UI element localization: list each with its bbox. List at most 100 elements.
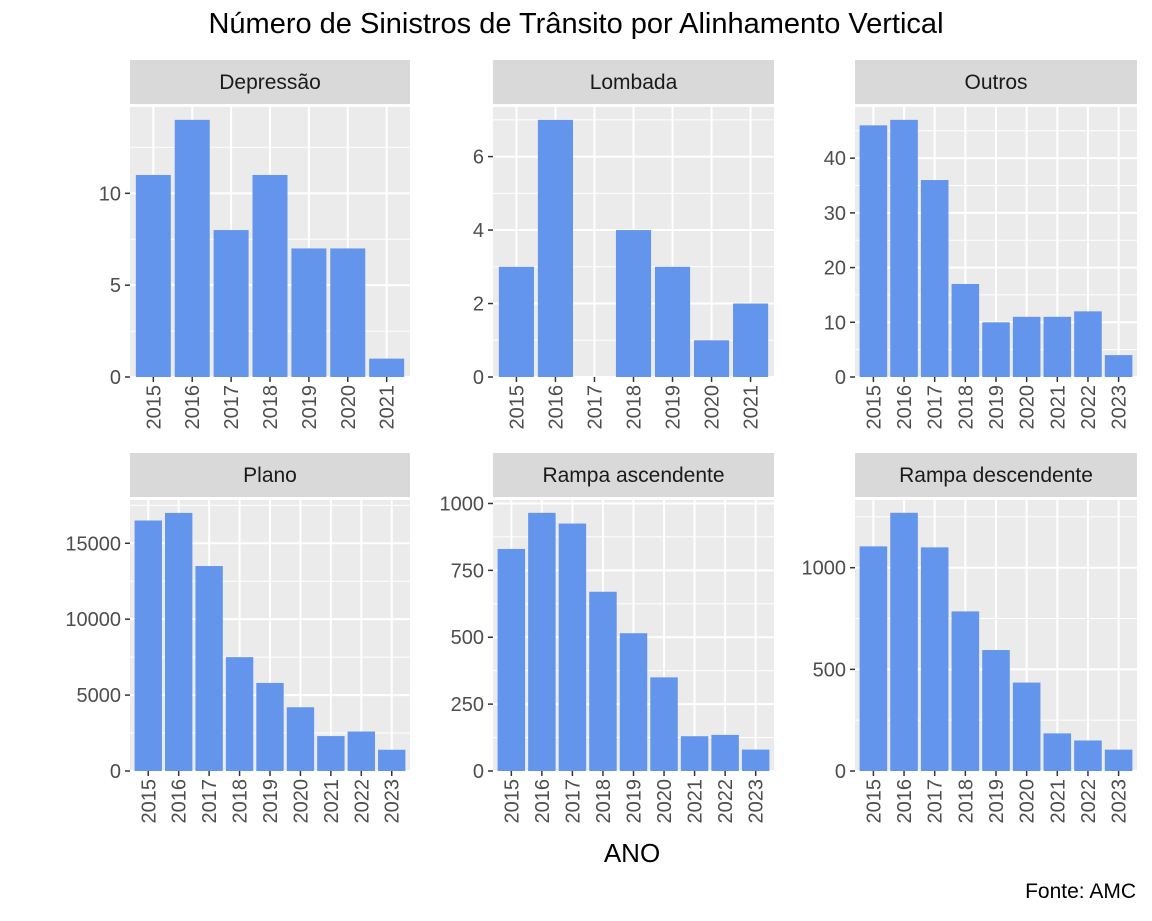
facet-strip — [130, 60, 410, 104]
bar-2019 — [619, 633, 648, 771]
x-tick-label: 2016 — [182, 385, 204, 430]
facet-strip — [130, 453, 410, 497]
y-tick-label: 30 — [824, 203, 846, 225]
x-tick-label: 2015 — [863, 385, 885, 430]
bar-2016 — [890, 512, 918, 771]
facet-panel-outros: Outros 0 10 20 30 40 2015 2016 2017 2018 2019 2020 2… — [824, 60, 1137, 430]
bar-2023 — [1104, 355, 1133, 377]
x-tick-label: 2015 — [863, 779, 885, 824]
x-tick-label: 2022 — [1078, 385, 1100, 430]
x-tick-label: 2020 — [338, 385, 360, 430]
x-axis-label: ANO — [603, 838, 661, 868]
bar-2016 — [174, 119, 210, 377]
x-tick-label: 2020 — [702, 385, 724, 430]
facet-panel-lombada: Lombada 0 2 4 6 2015 2016 2017 2018 2019 2020 2021 — [473, 60, 774, 430]
bar-2019 — [982, 322, 1010, 377]
x-tick-label: 2016 — [545, 385, 567, 430]
x-tick-label: 2019 — [986, 385, 1008, 430]
facet-panel-plano: Plano 0 5000 10000 15000 2015 2016 2017 2018 2019… — [65, 453, 410, 824]
facet-strip-label: Outros — [964, 71, 1027, 94]
y-tick-label: 10000 — [65, 609, 121, 631]
bar-2021 — [369, 358, 405, 377]
facet-strip — [855, 60, 1137, 104]
bar-2020 — [286, 707, 315, 771]
bar-2016 — [165, 512, 193, 771]
y-tick-label: 0 — [835, 761, 846, 783]
x-tick-label: 2017 — [584, 385, 606, 430]
y-tick-label: 15000 — [65, 533, 121, 555]
x-tick-label: 2022 — [351, 779, 373, 824]
bar-2023 — [741, 749, 770, 771]
y-tick-label: 0 — [473, 367, 484, 389]
x-tick-label: 2018 — [955, 779, 977, 824]
y-tick-label: 0 — [835, 367, 846, 389]
x-tick-label: 2015 — [138, 779, 160, 824]
facet-strip-label: Rampa descendente — [899, 464, 1093, 487]
y-tick-label: 500 — [813, 659, 846, 681]
bar-2019 — [654, 266, 691, 377]
x-tick-label: 2016 — [894, 779, 916, 824]
x-tick-label: 2023 — [1109, 779, 1131, 824]
bar-2015 — [859, 125, 888, 377]
y-tick-label: 500 — [451, 627, 484, 649]
bar-2015 — [134, 520, 162, 771]
bar-2015 — [497, 548, 526, 771]
x-tick-label: 2019 — [260, 779, 282, 824]
bar-2020 — [650, 677, 678, 771]
y-tick-label: 5000 — [77, 685, 122, 707]
facet-strip-label: Lombada — [590, 71, 678, 94]
y-tick-label: 4 — [473, 220, 484, 242]
bar-2018 — [589, 591, 617, 771]
x-tick-label: 2016 — [169, 779, 191, 824]
bar-2016 — [890, 119, 918, 377]
x-tick-label: 2021 — [377, 385, 399, 430]
x-tick-label: 2018 — [624, 385, 646, 430]
bar-2023 — [1104, 749, 1133, 771]
x-tick-label: 2017 — [925, 385, 947, 430]
bar-2022 — [1074, 311, 1102, 377]
bar-2017 — [920, 547, 949, 771]
facet-strip — [855, 453, 1137, 497]
x-tick-label: 2022 — [1078, 779, 1100, 824]
bar-2021 — [1043, 316, 1072, 377]
x-tick-label: 2019 — [299, 385, 321, 430]
bar-2022 — [1074, 740, 1102, 771]
bar-2017 — [920, 180, 949, 377]
bar-2017 — [558, 523, 587, 771]
x-tick-label: 2021 — [1047, 779, 1069, 824]
bar-2017 — [213, 230, 249, 377]
x-tick-label: 2020 — [654, 779, 676, 824]
x-tick-label: 2021 — [321, 779, 343, 824]
bar-2016 — [528, 512, 556, 771]
bar-2018 — [951, 611, 980, 771]
y-tick-label: 750 — [451, 560, 484, 582]
facet-panel-depressao: Depressão 0 5 10 2015 2016 2017 2018 2019 2020 202… — [99, 60, 410, 430]
bar-2018 — [615, 230, 652, 377]
bar-2022 — [347, 731, 375, 771]
bar-2015 — [498, 266, 534, 377]
y-tick-label: 10 — [99, 183, 121, 205]
y-tick-label: 250 — [451, 694, 484, 716]
facet-strip — [493, 60, 774, 104]
x-tick-label: 2022 — [715, 779, 737, 824]
x-tick-label: 2016 — [894, 385, 916, 430]
y-tick-label: 5 — [110, 275, 121, 297]
bar-2022 — [711, 734, 739, 771]
bar-2020 — [1012, 316, 1041, 377]
bar-2021 — [680, 736, 709, 771]
x-tick-label: 2023 — [746, 779, 768, 824]
facet-strip-label: Plano — [243, 464, 297, 487]
y-tick-label: 0 — [473, 761, 484, 783]
x-tick-label: 2019 — [624, 779, 646, 824]
x-tick-label: 2020 — [1017, 779, 1039, 824]
bar-2018 — [225, 657, 254, 771]
x-tick-label: 2020 — [290, 779, 312, 824]
bar-2020 — [1012, 682, 1041, 771]
x-tick-label: 2015 — [143, 385, 165, 430]
x-tick-label: 2018 — [260, 385, 282, 430]
bar-2021 — [1043, 733, 1072, 771]
x-tick-label: 2015 — [506, 385, 528, 430]
bar-2019 — [291, 248, 327, 377]
x-tick-label: 2017 — [562, 779, 584, 824]
